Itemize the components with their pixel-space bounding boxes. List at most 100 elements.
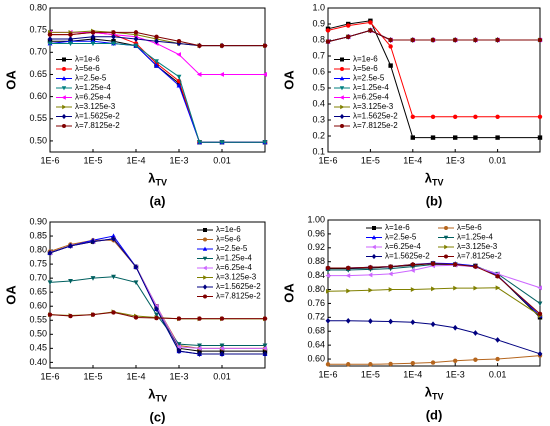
data-point	[473, 37, 478, 43]
data-point	[68, 32, 73, 37]
data-point	[410, 319, 416, 326]
data-point	[325, 39, 331, 44]
y-tick-label: 0.5	[312, 82, 325, 92]
legend-marker	[203, 237, 207, 242]
y-axis-label: OA	[281, 70, 296, 90]
legend-label: λ=5e-6	[216, 235, 241, 244]
panel: 0.1 0.2 0.3 0.4 0.5 0.6 0.7 0.8 0.9 1.0 1E-6 1E-5 1E…	[281, 2, 543, 208]
data-point	[410, 262, 415, 267]
x-tick-label: 1E-6	[318, 155, 337, 165]
data-point	[473, 330, 478, 336]
data-point	[68, 278, 73, 284]
y-tick-label: 0.1	[312, 146, 325, 156]
y-tick-label: 0.8	[312, 34, 325, 44]
y-tick-label: 0.85	[29, 230, 47, 240]
data-point	[495, 114, 500, 120]
data-point	[47, 32, 53, 37]
data-point	[367, 272, 373, 278]
data-point	[325, 28, 331, 33]
y-tick-label: 0.68	[307, 326, 325, 336]
data-point	[133, 30, 139, 35]
legend-marker	[62, 104, 67, 110]
y-tick-label: 0.55	[29, 113, 47, 123]
x-tick-label: 1E-4	[403, 155, 422, 165]
y-tick-label: 0.90	[29, 216, 47, 226]
data-point	[47, 36, 53, 42]
data-point	[452, 324, 458, 331]
y-tick-label: 0.60	[29, 301, 47, 311]
legend-label: λ=3.125e-3	[75, 102, 116, 111]
series-line	[49, 311, 265, 320]
data-point	[154, 312, 159, 318]
legend-label: λ=3.125e-3	[457, 242, 498, 251]
data-point	[368, 362, 373, 367]
y-tick-label: 0.84	[307, 270, 325, 280]
series-line	[50, 31, 265, 47]
panel: 0.60 0.64 0.68 0.72 0.76 0.80 0.84 0.88 0.92 0.96…	[281, 214, 543, 422]
y-axis-label: OA	[3, 285, 18, 305]
legend-marker	[444, 254, 448, 259]
y-tick-label: 0.50	[29, 329, 47, 339]
legend-label: λ=1e-6	[75, 55, 100, 64]
legend-marker	[61, 95, 66, 100]
data-point	[176, 74, 182, 80]
data-point	[262, 140, 268, 145]
data-point	[388, 37, 393, 43]
x-tick-label: 1E-5	[83, 155, 102, 165]
data-point	[495, 356, 500, 362]
data-point	[453, 135, 458, 140]
legend-label: λ=1.5625e-2	[216, 282, 261, 291]
x-axis-label: λ	[148, 386, 156, 401]
data-point	[410, 37, 415, 43]
plot-frame	[327, 7, 541, 153]
caption: (b)	[426, 193, 443, 208]
data-point	[537, 301, 543, 307]
y-tick-label: 0.64	[307, 340, 325, 350]
data-point	[133, 264, 139, 270]
data-point	[219, 72, 224, 77]
legend-label: λ=1.25e-4	[353, 83, 389, 92]
y-tick-label: 0.75	[29, 258, 47, 268]
legend-marker	[371, 244, 376, 250]
data-point	[537, 37, 543, 43]
data-point	[47, 41, 53, 47]
plot-frame	[49, 7, 266, 153]
data-point	[90, 312, 96, 317]
legend-marker	[443, 235, 449, 240]
legend-marker	[340, 124, 344, 128]
legend-label: λ=7.8125e-2	[457, 252, 502, 261]
legend-label: λ=1e-6	[216, 225, 241, 234]
x-tick-label: 1E-3	[446, 369, 465, 379]
data-point	[262, 345, 267, 351]
legend-marker	[203, 228, 207, 232]
legend-label: λ=1.25e-4	[457, 233, 493, 242]
legend-label: λ=1e-6	[353, 55, 378, 64]
data-point	[197, 43, 202, 48]
legend-marker	[340, 104, 345, 110]
data-point	[196, 72, 202, 77]
data-point	[68, 243, 73, 249]
data-point	[133, 36, 139, 42]
legend-label: λ=3.125e-3	[216, 273, 257, 282]
x-tick-label: 1E-3	[446, 155, 465, 165]
y-tick-label: 0.2	[312, 130, 325, 140]
y-axis-label: OA	[281, 283, 296, 303]
data-point	[176, 316, 182, 321]
data-point	[388, 287, 394, 292]
data-point	[154, 315, 159, 321]
data-point	[410, 114, 415, 120]
y-tick-label: 0.92	[307, 242, 325, 252]
y-tick-label: 0.65	[29, 287, 47, 297]
x-axis-label-sub: TV	[156, 393, 168, 403]
x-tick-label: 1E-4	[126, 155, 145, 165]
legend-label: λ=5e-6	[353, 64, 378, 73]
y-axis-label: OA	[3, 70, 18, 90]
series-line	[328, 320, 541, 355]
x-axis-label-sub: TV	[432, 177, 444, 187]
caption: (d)	[426, 407, 443, 422]
y-tick-label: 0.6	[312, 66, 325, 76]
data-point	[325, 317, 331, 324]
data-point	[197, 316, 202, 321]
legend-marker	[202, 284, 208, 290]
data-point	[262, 43, 268, 48]
